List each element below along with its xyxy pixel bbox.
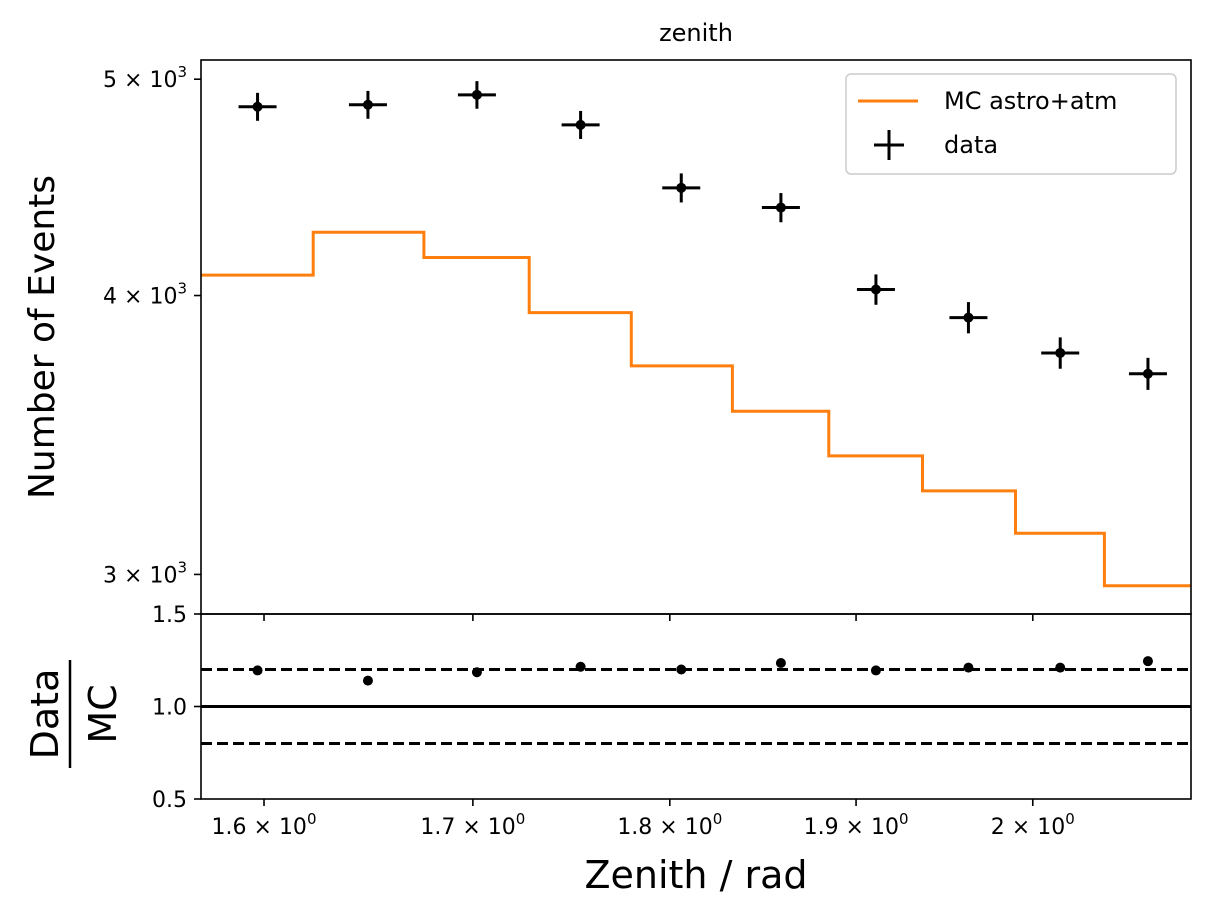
legend-mc-label: MC astro+atm — [944, 87, 1117, 115]
xtick-label: 1.7 × 100 — [420, 810, 525, 840]
main-ytick-label: 3 × 103 — [103, 558, 187, 588]
ratio-point — [963, 662, 974, 673]
ratio-point — [775, 658, 786, 669]
ratio-point — [575, 661, 586, 672]
ratio-ytick-label: 1.0 — [152, 696, 187, 721]
data-point — [1041, 337, 1080, 369]
legend-data-swatch — [874, 130, 904, 160]
data-point — [457, 81, 496, 109]
data-point-marker — [870, 284, 881, 295]
ratio-ylabel: Data MC — [23, 660, 125, 768]
main-ytick-label: 5 × 103 — [103, 63, 187, 93]
data-point — [662, 173, 701, 203]
ratio-point — [676, 664, 687, 675]
data-point-marker — [252, 101, 263, 112]
xtick-label: 1.9 × 100 — [804, 810, 909, 840]
main-ylabel: Number of Events — [22, 175, 63, 499]
data-point-marker — [963, 312, 974, 323]
data-point-marker — [362, 99, 373, 110]
mc-step-layer — [201, 230, 1191, 588]
data-point-marker — [575, 119, 586, 130]
data-point-marker — [775, 202, 786, 213]
ratio-point — [870, 665, 881, 676]
legend-data-label: data — [944, 131, 998, 159]
chart-title: zenith — [659, 19, 733, 47]
legend: MC astro+atm data — [845, 73, 1177, 175]
mc-step-line — [201, 230, 1191, 588]
data-point — [561, 110, 600, 139]
ratio-ylabel-numerator: Data — [23, 669, 67, 760]
ratio-point — [362, 675, 373, 686]
data-point — [348, 90, 387, 119]
data-point-marker — [1142, 368, 1153, 379]
ratio-point — [252, 665, 263, 676]
ratio-reference-lines — [201, 668, 1191, 745]
data-point — [949, 302, 988, 334]
ratio-point — [1142, 656, 1153, 667]
ratio-point — [471, 667, 482, 678]
xtick-label: 2 × 100 — [991, 810, 1075, 840]
data-point-marker — [471, 89, 482, 100]
data-points-layer — [238, 81, 1167, 390]
xtick-label: 1.6 × 100 — [212, 810, 317, 840]
legend-box — [845, 73, 1177, 175]
main-ytick-label: 4 × 103 — [103, 280, 187, 310]
data-point — [856, 274, 895, 305]
ratio-ytick-label: 0.5 — [152, 788, 187, 813]
ticks-layer: 3 × 103 4 × 103 5 × 103 0.5 1.0 1.5 1.6 × 100 1… — [103, 63, 1075, 840]
xtick-label: 1.8 × 100 — [617, 810, 722, 840]
ratio-panel-frame — [200, 613, 1192, 800]
data-point — [238, 92, 277, 121]
ratio-point — [1055, 662, 1066, 673]
ratio-points-layer — [252, 656, 1153, 686]
ratio-ylabel-denominator: MC — [81, 684, 125, 743]
ratio-ytick-label: 1.5 — [152, 603, 187, 628]
data-point — [761, 193, 800, 223]
xlabel: Zenith / rad — [584, 853, 807, 897]
data-point-marker — [1055, 347, 1066, 358]
data-point — [1128, 357, 1167, 390]
data-point-marker — [676, 182, 687, 193]
